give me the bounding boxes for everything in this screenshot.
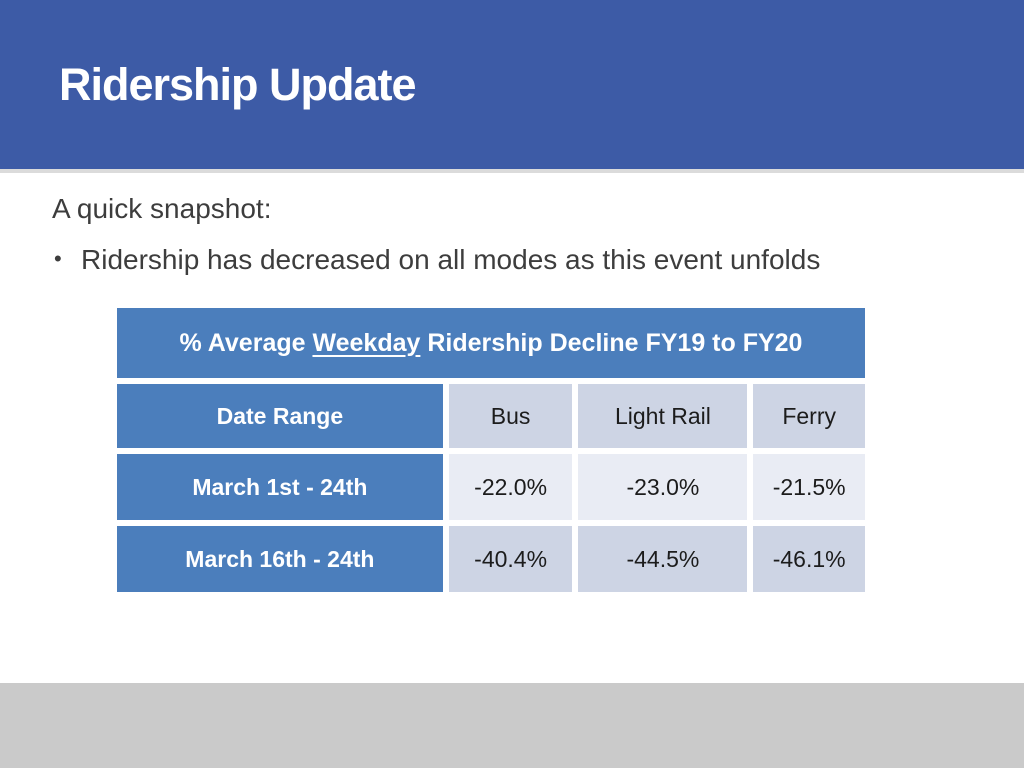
table-row-march-16-24: March 16th - 24th -40.4% -44.5% -46.1% <box>111 520 871 598</box>
bullet-item: • Ridership has decreased on all modes a… <box>54 243 820 277</box>
ridership-decline-table: % Average Weekday Ridership Decline FY19… <box>111 302 871 598</box>
column-header-light-rail: Light Rail <box>572 378 754 454</box>
bullet-text: Ridership has decreased on all modes as … <box>81 244 821 275</box>
table-title-underlined-word: Weekday <box>312 328 421 357</box>
intro-text: A quick snapshot: <box>52 193 272 224</box>
table-title-row: % Average Weekday Ridership Decline FY19… <box>111 302 871 384</box>
cell-bus-decline: -22.0% <box>442 448 579 526</box>
cell-light-rail-decline: -23.0% <box>572 448 754 526</box>
cell-bus-decline: -40.4% <box>442 520 579 598</box>
slide-footer-band: HAMPTON ROADS TRANSIT 4 <box>0 683 1024 768</box>
row-label-date-range: March 1st - 24th <box>111 448 449 526</box>
bullet-icon: • <box>54 246 62 271</box>
table-header-row: Date Range Bus Light Rail Ferry <box>111 378 871 454</box>
row-label-date-range: March 16th - 24th <box>111 520 449 598</box>
table-row-march-1-24: March 1st - 24th -22.0% -23.0% -21.5% <box>111 448 871 526</box>
slide-header-band: Ridership Update <box>0 0 1024 173</box>
table-title-suffix: Ridership Decline FY19 to FY20 <box>420 328 803 357</box>
page-title: Ridership Update <box>59 59 417 110</box>
cell-ferry-decline: -46.1% <box>747 520 871 598</box>
column-header-bus: Bus <box>442 378 579 454</box>
table-title: % Average Weekday Ridership Decline FY19… <box>111 302 871 384</box>
cell-light-rail-decline: -44.5% <box>572 520 754 598</box>
table-title-prefix: % Average <box>179 328 313 357</box>
column-header-date-range: Date Range <box>111 378 449 454</box>
column-header-ferry: Ferry <box>747 378 871 454</box>
cell-ferry-decline: -21.5% <box>747 448 871 526</box>
